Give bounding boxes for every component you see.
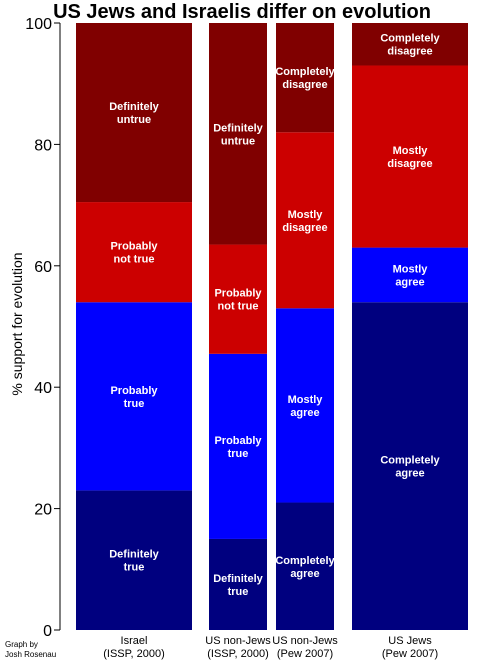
bar-3: Completely agree Mostly agree Mostly disagree… — [275, 23, 336, 630]
bar-segment — [276, 23, 334, 133]
bar-segment — [352, 247, 468, 303]
segment-label: Probably not true — [214, 288, 262, 313]
segment-label: Definitely untrue — [213, 122, 263, 147]
segment-label: Definitely untrue — [109, 101, 159, 126]
bar-4: Completely agree Mostly agree Mostly disagree… — [352, 23, 468, 630]
bar-segment — [76, 302, 192, 491]
segment-label: Definitely true — [213, 573, 263, 598]
segment-label: Mostly disagree — [282, 209, 327, 234]
segment-label: Completely disagree — [380, 33, 440, 58]
y-tick-label: 40 — [34, 380, 52, 397]
segment-label: Probably true — [214, 435, 262, 460]
segment-label: Probably not true — [110, 241, 158, 266]
bar-segment — [76, 23, 192, 203]
category-label: US non-Jews (ISSP, 2000) — [205, 635, 271, 660]
bar-segment — [76, 490, 192, 630]
segment-label: Definitely true — [109, 549, 159, 574]
bar-segment — [209, 538, 267, 630]
y-axis: 0 20 40 60 80 100 — [25, 16, 61, 640]
bar-segment — [276, 502, 334, 630]
y-tick-label: 60 — [34, 259, 52, 276]
bar-segment — [352, 302, 468, 630]
bar-segment — [352, 65, 468, 248]
category-label: US non-Jews (Pew 2007) — [272, 635, 338, 660]
chart-title: US Jews and Israelis differ on evolution — [53, 1, 431, 23]
bar-segment — [209, 23, 267, 245]
bar-segment — [352, 23, 468, 66]
segment-label: Mostly agree — [393, 263, 429, 288]
segment-label: Mostly agree — [288, 394, 324, 419]
bar-1: Definitely true Probably true Probably not tr… — [76, 23, 192, 630]
bar-2: Definitely true Probably true Probably not tr… — [209, 23, 267, 630]
credit-text: Graph by Josh Rosenau — [5, 640, 56, 659]
credit-label: Graph by Josh Rosenau — [5, 640, 56, 659]
y-tick-label: 80 — [34, 137, 52, 154]
y-tick-label: 20 — [34, 502, 52, 519]
category-label: Israel (ISSP, 2000) — [103, 635, 165, 660]
y-tick-label: 0 — [43, 623, 52, 640]
bar-segment — [276, 132, 334, 309]
bar-segment — [76, 202, 192, 303]
y-axis-label: % support for evolution — [9, 252, 25, 395]
segment-label: Completely disagree — [275, 66, 335, 91]
category-labels: Israel (ISSP, 2000) US non-Jews (ISSP, 2000… — [103, 635, 438, 660]
segment-label: Completely agree — [275, 555, 335, 580]
segment-label: Completely agree — [380, 455, 440, 480]
segment-label: Probably true — [110, 385, 158, 410]
bars-group: Definitely true Probably true Probably not tr… — [76, 23, 468, 630]
y-tick-label: 100 — [25, 16, 52, 33]
bar-segment — [209, 244, 267, 354]
category-label: US Jews (Pew 2007) — [382, 635, 438, 660]
bar-segment — [276, 308, 334, 503]
bar-segment — [209, 353, 267, 539]
segment-label: Mostly disagree — [387, 145, 432, 170]
